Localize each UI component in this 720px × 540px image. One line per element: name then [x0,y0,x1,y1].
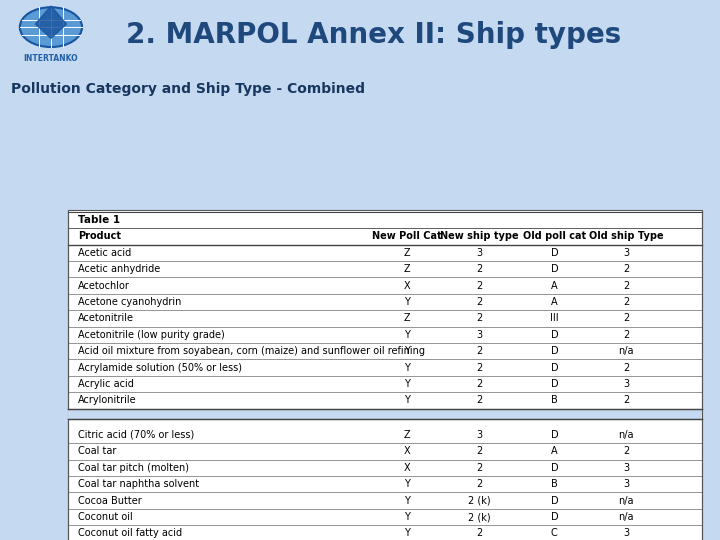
Text: New Poll Cat: New Poll Cat [372,231,442,241]
Text: 3: 3 [476,330,482,340]
Text: D: D [551,248,558,258]
Text: Coal tar: Coal tar [78,447,116,456]
Text: 3: 3 [624,529,629,538]
Text: Acrylic acid: Acrylic acid [78,379,134,389]
Text: 2: 2 [624,264,629,274]
Text: X: X [404,281,410,291]
Text: Y: Y [404,395,410,406]
Text: 2: 2 [624,395,629,406]
Text: D: D [551,430,558,440]
Text: 2: 2 [476,463,482,472]
Text: Acetic acid: Acetic acid [78,248,131,258]
Text: Acid oil mixture from soyabean, corn (maize) and sunflower oil refining: Acid oil mixture from soyabean, corn (ma… [78,346,425,356]
Text: 2: 2 [476,379,482,389]
Text: Citric acid (70% or less): Citric acid (70% or less) [78,430,194,440]
Bar [68,210,702,540]
Text: X: X [404,447,410,456]
Text: 3: 3 [476,430,482,440]
Text: Acetonitrile: Acetonitrile [78,313,134,323]
Text: Y: Y [404,330,410,340]
Text: Acetonitrile (low purity grade): Acetonitrile (low purity grade) [78,330,225,340]
Text: 2: 2 [476,281,482,291]
Text: 2: 2 [624,281,629,291]
Text: 2: 2 [476,346,482,356]
Text: Y: Y [404,496,410,505]
Text: Z: Z [404,264,410,274]
Text: 2: 2 [624,447,629,456]
Text: Y: Y [404,363,410,373]
Text: Z: Z [404,313,410,323]
Text: 2: 2 [476,529,482,538]
Text: 2: 2 [476,297,482,307]
Text: Coal tar pitch (molten): Coal tar pitch (molten) [78,463,189,472]
Text: n/a: n/a [618,496,634,505]
Text: 2: 2 [476,479,482,489]
Text: D: D [551,330,558,340]
Text: 3: 3 [624,479,629,489]
Text: Acrylamide solution (50% or less): Acrylamide solution (50% or less) [78,363,242,373]
Text: Y: Y [404,512,410,522]
Text: 2. MARPOL Annex II: Ship types: 2. MARPOL Annex II: Ship types [126,21,621,49]
Text: 2: 2 [476,447,482,456]
Polygon shape [35,6,66,38]
Text: 2: 2 [624,297,629,307]
Text: 3: 3 [624,248,629,258]
Text: 2: 2 [476,313,482,323]
Text: Z: Z [404,248,410,258]
Text: n/a: n/a [618,512,634,522]
Text: A: A [551,281,558,291]
Text: 2: 2 [624,363,629,373]
Text: Pollution Category and Ship Type - Combined: Pollution Category and Ship Type - Combi… [11,82,365,96]
Text: Old ship Type: Old ship Type [589,231,664,241]
Text: 2: 2 [476,395,482,406]
Text: III: III [550,313,559,323]
Text: 2: 2 [624,313,629,323]
Text: Product: Product [78,231,121,241]
Text: C: C [551,529,558,538]
Text: D: D [551,463,558,472]
Circle shape [20,7,82,47]
Text: Old poll cat: Old poll cat [523,231,586,241]
Text: Coal tar naphtha solvent: Coal tar naphtha solvent [78,479,199,489]
Text: D: D [551,512,558,522]
Text: 3: 3 [476,248,482,258]
Text: Cocoa Butter: Cocoa Butter [78,496,142,505]
Text: A: A [551,447,558,456]
Text: 2 (k): 2 (k) [468,512,490,522]
Text: INTERTANKO: INTERTANKO [24,54,78,63]
Text: Y: Y [404,379,410,389]
Text: Acetone cyanohydrin: Acetone cyanohydrin [78,297,181,307]
Text: Y: Y [404,297,410,307]
Text: 3: 3 [624,463,629,472]
Text: 2: 2 [476,363,482,373]
Text: D: D [551,496,558,505]
Text: Y: Y [404,479,410,489]
Text: Coconut oil: Coconut oil [78,512,132,522]
Text: D: D [551,379,558,389]
Text: Y: Y [404,529,410,538]
Text: 2: 2 [476,264,482,274]
Text: New ship type: New ship type [440,231,518,241]
Text: n/a: n/a [618,430,634,440]
Text: A: A [551,297,558,307]
Text: Z: Z [404,430,410,440]
Text: B: B [551,395,558,406]
Text: Acetochlor: Acetochlor [78,281,130,291]
Text: Acrylonitrile: Acrylonitrile [78,395,136,406]
Text: Y: Y [404,346,410,356]
Text: 2: 2 [624,330,629,340]
Text: D: D [551,363,558,373]
Text: B: B [551,479,558,489]
Text: Table 1: Table 1 [78,215,120,225]
Bar [68,409,702,419]
Text: D: D [551,264,558,274]
Text: n/a: n/a [618,346,634,356]
Text: X: X [404,463,410,472]
Text: Acetic anhydride: Acetic anhydride [78,264,160,274]
Text: D: D [551,346,558,356]
Text: 2 (k): 2 (k) [468,496,490,505]
Text: Coconut oil fatty acid: Coconut oil fatty acid [78,529,182,538]
Text: 3: 3 [624,379,629,389]
